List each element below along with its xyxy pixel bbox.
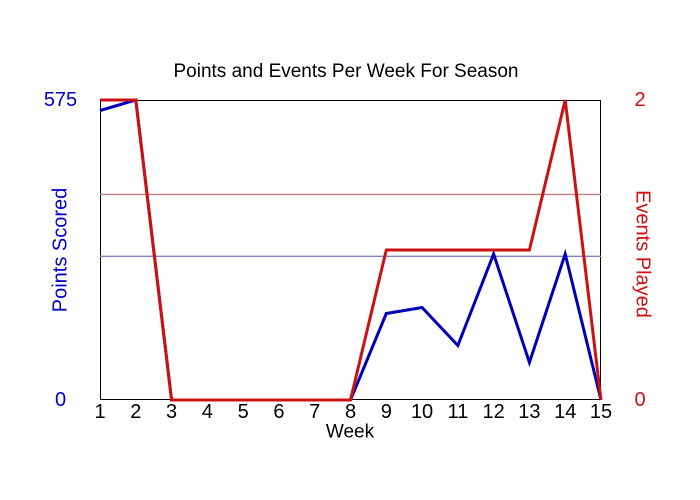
svg-text:11: 11 (447, 401, 468, 423)
svg-text:1: 1 (94, 401, 105, 423)
svg-text:2: 2 (130, 401, 141, 423)
svg-text:7: 7 (309, 401, 320, 423)
svg-text:14: 14 (554, 401, 576, 423)
svg-text:13: 13 (518, 401, 540, 423)
svg-text:Points and Events Per Week For: Points and Events Per Week For Season (174, 61, 519, 82)
svg-text:0: 0 (55, 389, 66, 411)
svg-text:575: 575 (44, 89, 77, 111)
svg-text:8: 8 (345, 401, 356, 423)
svg-text:Events Played: Events Played (632, 190, 654, 318)
svg-text:5: 5 (238, 401, 249, 423)
svg-text:Week: Week (326, 422, 375, 443)
svg-text:0: 0 (634, 389, 645, 411)
svg-text:4: 4 (202, 401, 213, 423)
svg-text:10: 10 (411, 401, 433, 423)
svg-text:Points Scored: Points Scored (50, 188, 72, 313)
svg-text:2: 2 (634, 89, 645, 111)
svg-text:6: 6 (273, 401, 284, 423)
svg-text:12: 12 (483, 401, 505, 423)
svg-text:9: 9 (381, 401, 392, 423)
svg-text:15: 15 (590, 401, 612, 423)
svg-text:3: 3 (166, 401, 177, 423)
